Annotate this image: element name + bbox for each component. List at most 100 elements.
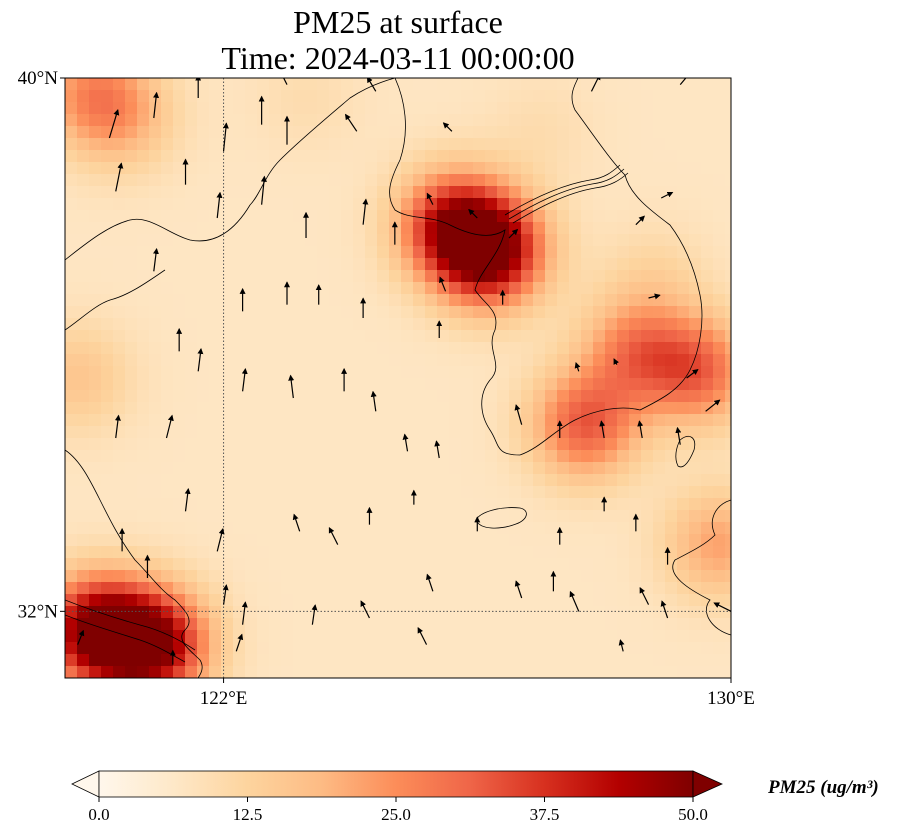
pm25-cell — [629, 282, 642, 295]
pm25-cell — [293, 366, 306, 379]
pm25-cell — [437, 378, 450, 391]
pm25-cell — [665, 258, 678, 271]
pm25-cell — [425, 618, 438, 631]
pm25-cell — [629, 90, 642, 103]
pm25-cell — [365, 294, 378, 307]
pm25-cell — [173, 510, 186, 523]
pm25-cell — [125, 222, 138, 235]
pm25-cell — [461, 258, 474, 271]
pm25-cell — [689, 570, 702, 583]
pm25-cell — [209, 438, 222, 451]
pm25-cell — [629, 438, 642, 451]
pm25-cell — [281, 462, 294, 475]
pm25-cell — [545, 114, 558, 127]
pm25-cell — [137, 438, 150, 451]
pm25-cell — [353, 138, 366, 151]
pm25-cell — [269, 186, 282, 199]
pm25-cell — [641, 318, 654, 331]
pm25-cell — [449, 606, 462, 619]
pm25-cell — [413, 174, 426, 187]
pm25-cell — [713, 618, 726, 631]
pm25-cell — [557, 450, 570, 463]
pm25-cell — [173, 90, 186, 103]
pm25-cell — [101, 450, 114, 463]
pm25-cell — [665, 114, 678, 127]
pm25-cell — [629, 642, 642, 655]
colorbar-tick-label: 50.0 — [678, 805, 708, 824]
pm25-cell — [113, 258, 126, 271]
pm25-cell — [449, 534, 462, 547]
pm25-cell — [677, 150, 690, 163]
pm25-cell — [413, 198, 426, 211]
pm25-cell — [449, 378, 462, 391]
pm25-cell — [713, 78, 726, 91]
pm25-cell — [257, 90, 270, 103]
pm25-cell — [557, 366, 570, 379]
pm25-cell — [593, 246, 606, 259]
pm25-cell — [701, 522, 714, 535]
pm25-cell — [413, 330, 426, 343]
pm25-cell — [353, 486, 366, 499]
pm25-cell — [125, 438, 138, 451]
pm25-cell — [521, 354, 534, 367]
pm25-cell — [257, 234, 270, 247]
pm25-cell — [305, 474, 318, 487]
pm25-cell — [569, 162, 582, 175]
pm25-cell — [305, 306, 318, 319]
pm25-cell — [629, 630, 642, 643]
pm25-cell — [245, 642, 258, 655]
pm25-cell — [77, 366, 90, 379]
pm25-cell — [485, 582, 498, 595]
pm25-cell — [461, 438, 474, 451]
pm25-cell — [653, 618, 666, 631]
pm25-cell — [509, 606, 522, 619]
pm25-cell — [389, 270, 402, 283]
pm25-cell — [425, 342, 438, 355]
pm25-cell — [425, 522, 438, 535]
pm25-cell — [269, 618, 282, 631]
pm25-cell — [113, 354, 126, 367]
pm25-cell — [65, 342, 78, 355]
pm25-cell — [677, 222, 690, 235]
pm25-cell — [197, 318, 210, 331]
pm25-cell — [665, 630, 678, 643]
pm25-cell — [365, 210, 378, 223]
colorbar-ticks: 0.0 12.5 25.0 37.5 50.0 — [88, 797, 708, 824]
pm25-cell — [65, 546, 78, 559]
pm25-cell — [125, 426, 138, 439]
pm25-cell — [353, 186, 366, 199]
pm25-cell — [593, 642, 606, 655]
pm25-cell — [173, 402, 186, 415]
wind-arrow — [442, 122, 453, 132]
pm25-cell — [689, 114, 702, 127]
pm25-cell — [401, 330, 414, 343]
pm25-cell — [605, 126, 618, 139]
wind-arrow — [216, 527, 225, 552]
jeju-island — [475, 507, 527, 529]
pm25-cell — [521, 402, 534, 415]
pm25-cell — [89, 546, 102, 559]
pm25-cell — [617, 366, 630, 379]
pm25-cell — [317, 246, 330, 259]
pm25-cell — [641, 354, 654, 367]
pm25-cell — [617, 486, 630, 499]
pm25-cell — [101, 246, 114, 259]
pm25-cell — [281, 102, 294, 115]
pm25-cell — [161, 306, 174, 319]
pm25-cell — [629, 222, 642, 235]
pm25-cell — [281, 522, 294, 535]
pm25-cell — [329, 570, 342, 583]
pm25-cell — [629, 102, 642, 115]
pm25-cell — [209, 450, 222, 463]
pm25-cell — [365, 450, 378, 463]
pm25-cell — [113, 306, 126, 319]
pm25-cell — [509, 630, 522, 643]
pm25-cell — [701, 210, 714, 223]
pm25-cell — [581, 534, 594, 547]
pm25-cell — [713, 90, 726, 103]
pm25-cell — [329, 306, 342, 319]
pm25-cell — [137, 198, 150, 211]
pm25-cell — [677, 306, 690, 319]
pm25-cell — [77, 474, 90, 487]
pm25-cell — [113, 402, 126, 415]
